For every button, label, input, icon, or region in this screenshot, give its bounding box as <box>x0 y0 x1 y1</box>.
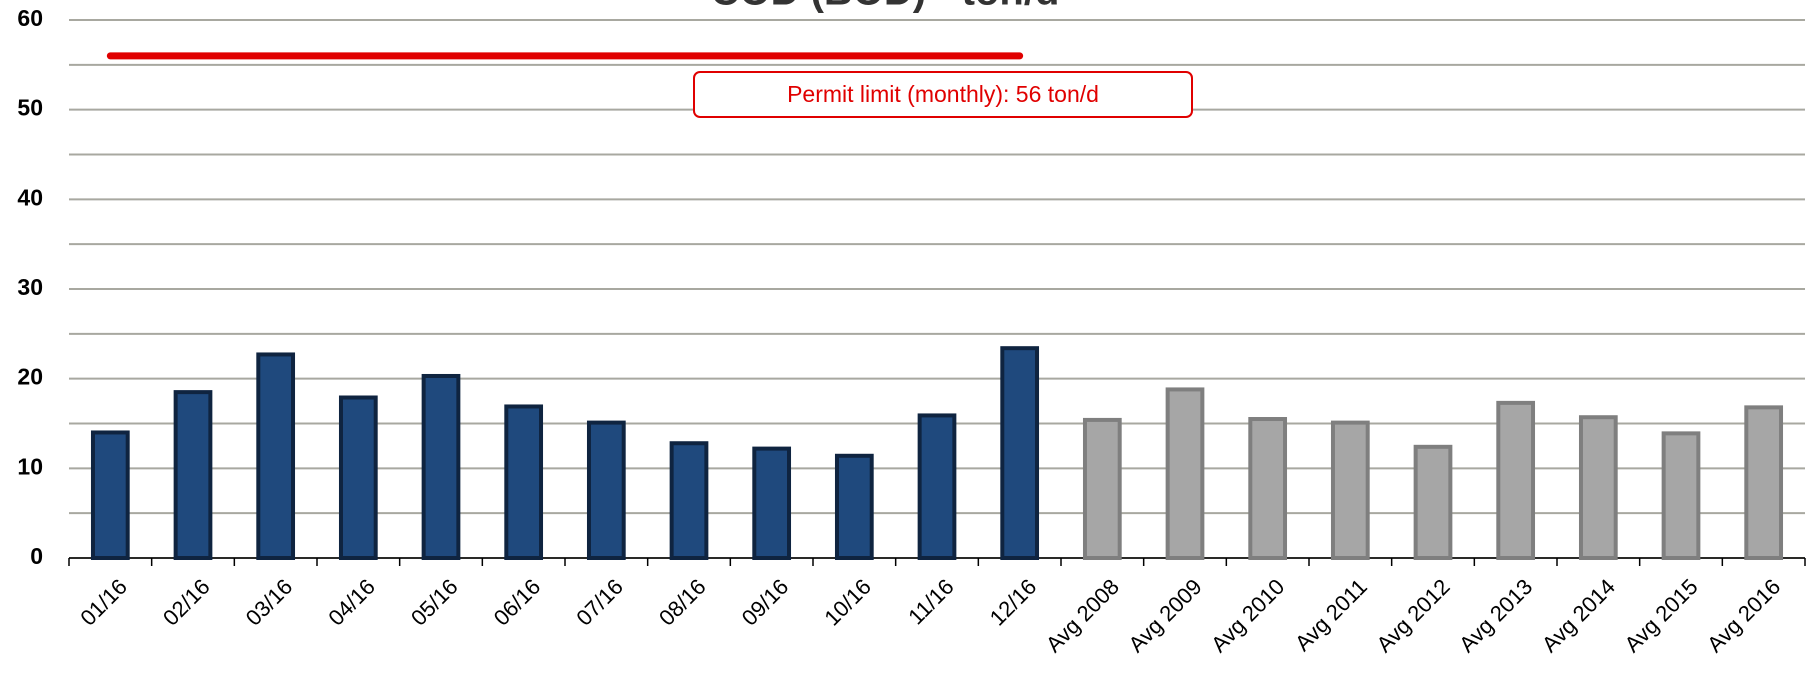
x-tick-label: 07/16 <box>571 574 628 631</box>
bar <box>752 446 792 560</box>
bar <box>1578 415 1618 560</box>
y-tick-label: 60 <box>17 5 43 31</box>
bar <box>256 352 296 560</box>
bar <box>1248 417 1288 560</box>
bar <box>917 413 957 560</box>
x-tick-label: 12/16 <box>985 574 1042 631</box>
x-tick-label: 08/16 <box>654 574 711 631</box>
x-tick-label: 03/16 <box>241 574 298 631</box>
bar <box>1661 431 1701 561</box>
y-tick-label: 50 <box>17 95 43 121</box>
x-tick-label: 04/16 <box>323 574 380 631</box>
bar <box>504 404 544 561</box>
chart-title: COD (BOD) - ton/d <box>711 0 1060 14</box>
bar <box>1744 405 1784 560</box>
x-tick-label: 05/16 <box>406 574 463 631</box>
bar <box>338 395 378 560</box>
bar <box>1413 444 1453 560</box>
x-tick-label: Avg 2010 <box>1206 574 1289 657</box>
bar <box>421 373 461 560</box>
bar <box>173 390 213 560</box>
x-tick-label: Avg 2008 <box>1041 574 1124 657</box>
x-tick-label: Avg 2011 <box>1290 574 1372 656</box>
bar <box>834 453 874 560</box>
x-tick-label: 11/16 <box>903 574 958 629</box>
x-tick-label: Avg 2013 <box>1454 574 1537 657</box>
x-tick-label: 09/16 <box>737 574 794 631</box>
bar <box>586 420 626 560</box>
x-tick-label: 10/16 <box>819 574 876 631</box>
x-tick-label: 06/16 <box>489 574 546 631</box>
x-tick-label: 01/16 <box>75 574 132 631</box>
y-tick-label: 20 <box>17 364 43 390</box>
bar <box>1082 417 1122 560</box>
y-tick-label: 10 <box>17 453 43 479</box>
y-tick-label: 0 <box>30 543 43 569</box>
bar <box>1165 387 1205 560</box>
bar <box>1330 420 1370 560</box>
x-tick-label: Avg 2012 <box>1372 574 1455 657</box>
bar <box>90 430 130 561</box>
bar <box>1000 346 1040 560</box>
bar <box>1496 400 1536 561</box>
x-tick-label: Avg 2009 <box>1124 574 1207 657</box>
x-tick-label: Avg 2014 <box>1537 574 1620 657</box>
x-tick-label: 02/16 <box>158 574 215 631</box>
annotation-box <box>693 71 1193 118</box>
y-tick-label: 40 <box>17 184 43 210</box>
y-tick-label: 30 <box>17 274 43 300</box>
x-tick-label: Avg 2016 <box>1702 574 1785 657</box>
x-tick-label: Avg 2015 <box>1620 574 1703 657</box>
bar <box>669 441 709 560</box>
annotation: Permit limit (monthly): 56 ton/d <box>787 81 1099 107</box>
